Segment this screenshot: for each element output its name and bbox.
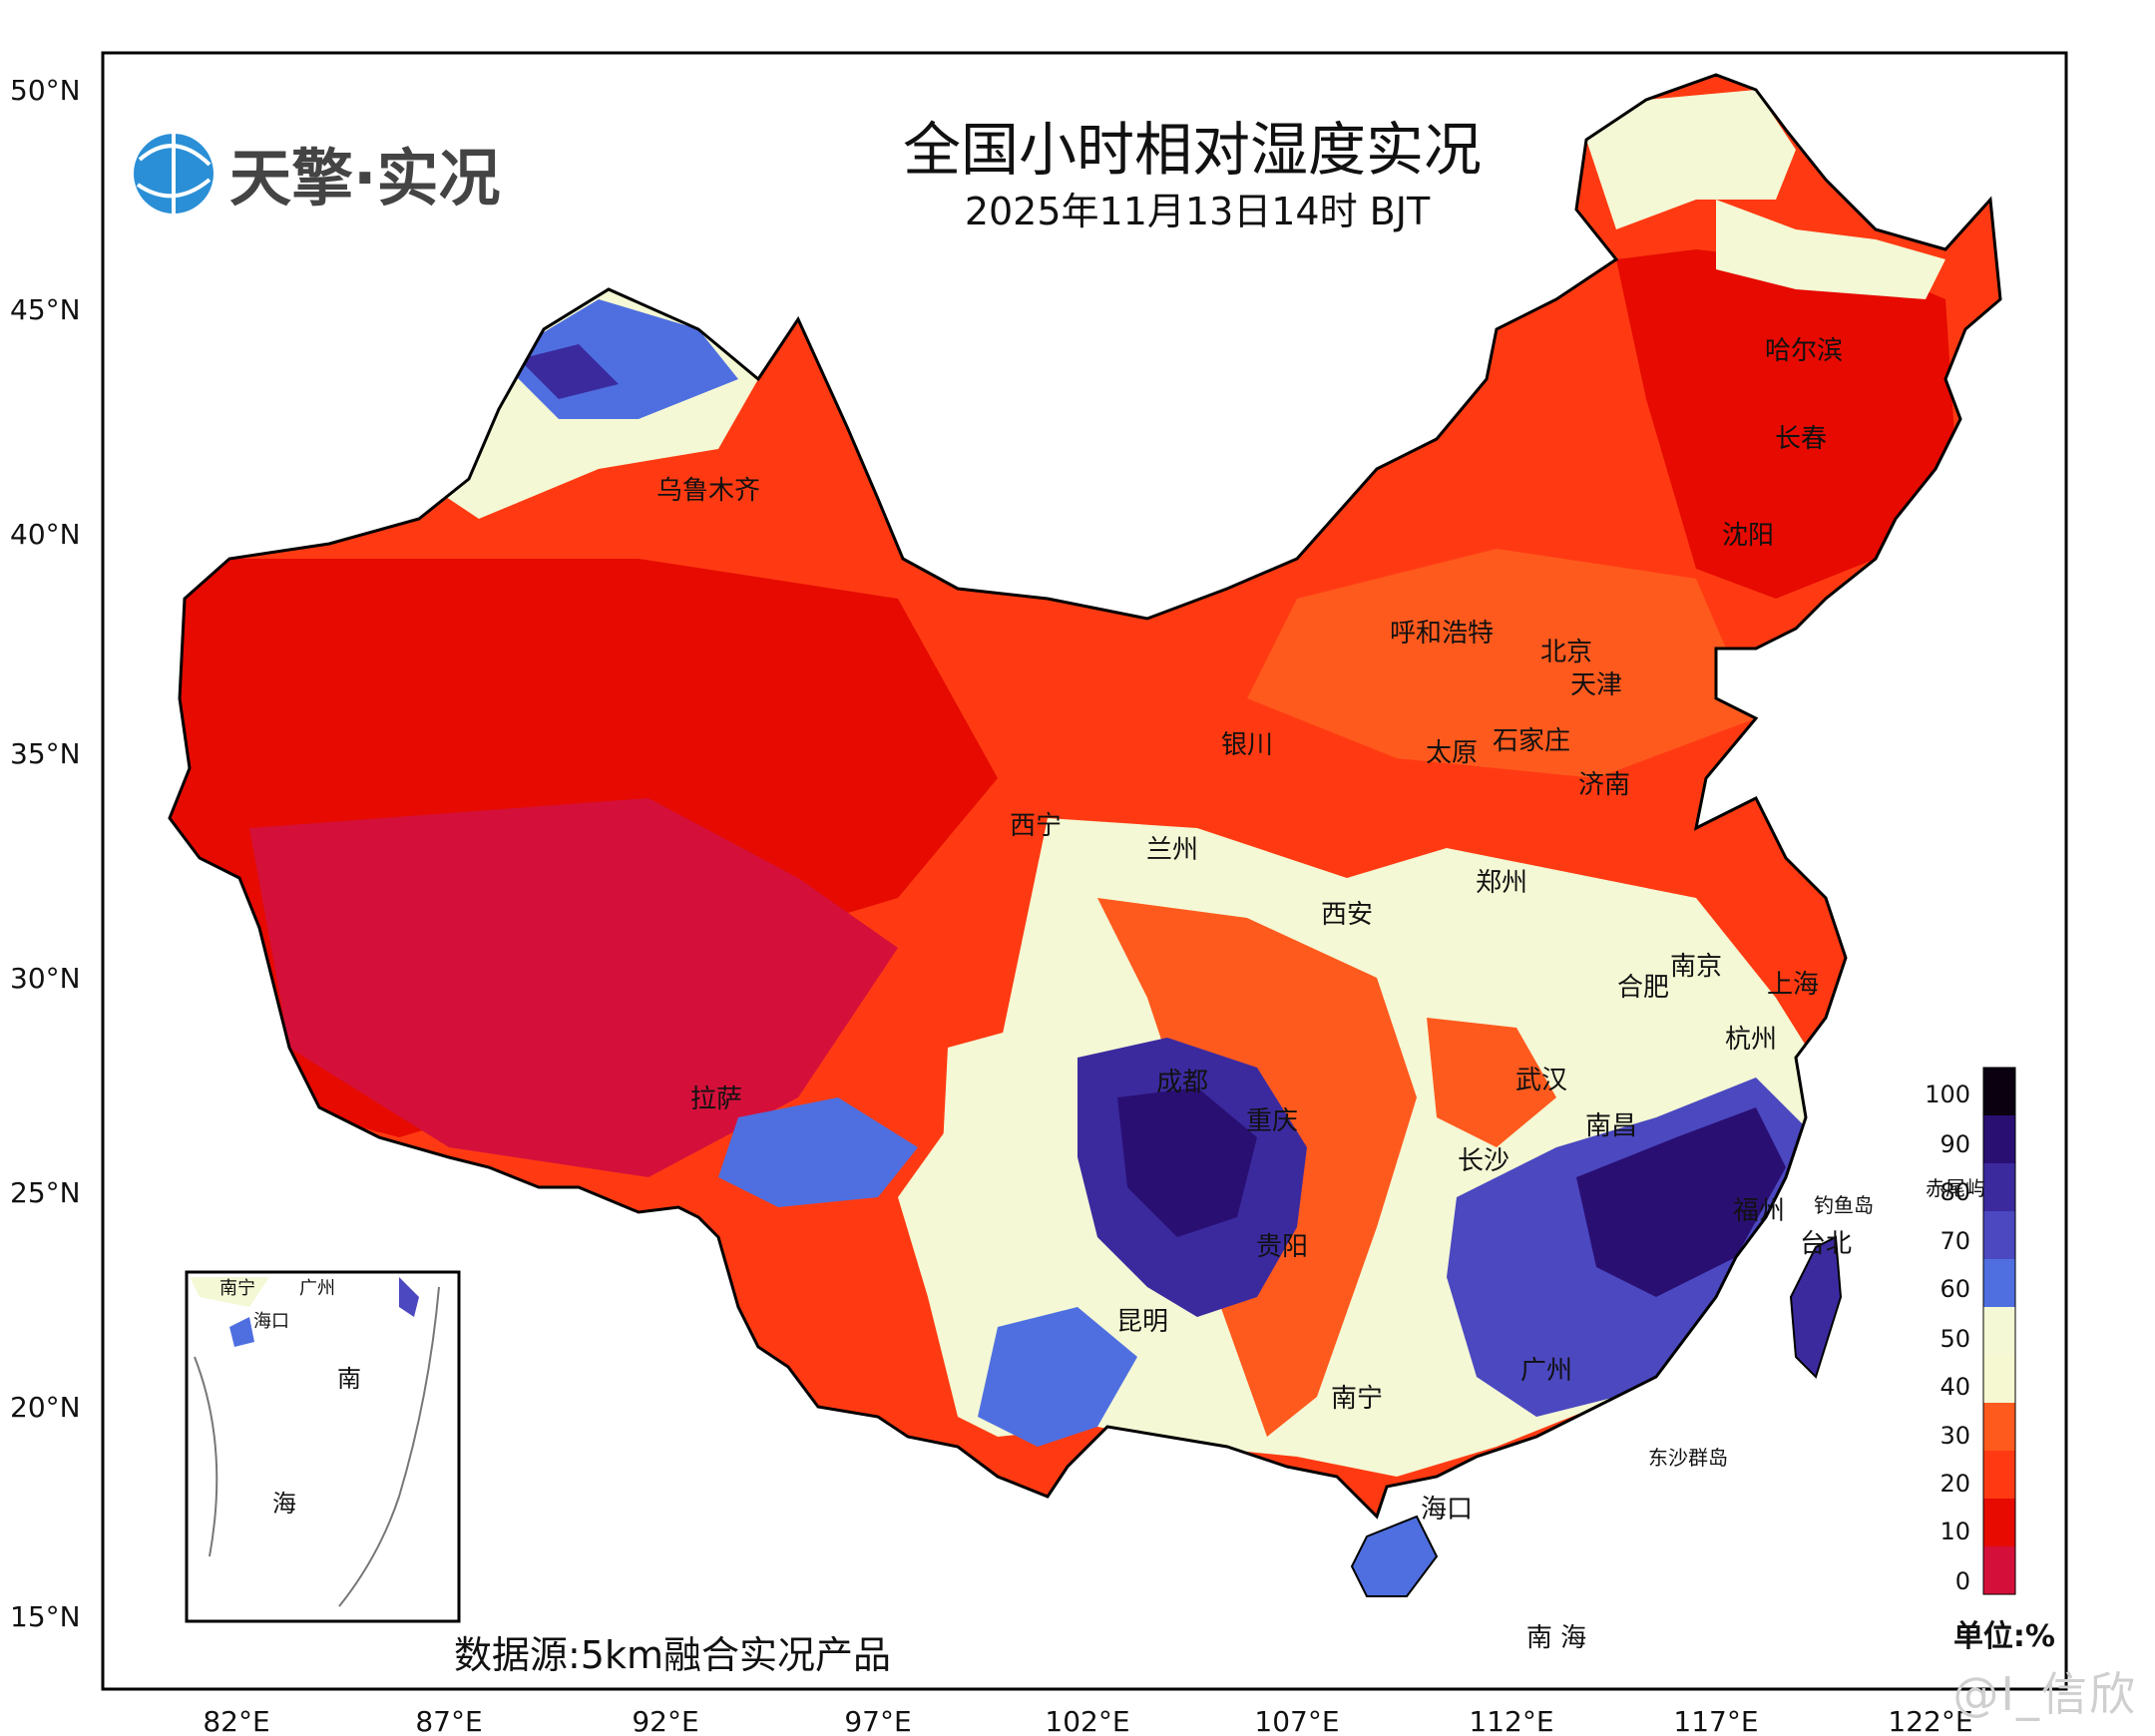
watermark: @Ⅰ_信欣 <box>1952 1667 2137 1721</box>
lon-tick-label: 87°E <box>415 1705 482 1736</box>
legend-tick: 70 <box>1940 1227 1970 1255</box>
legend-tick: 20 <box>1940 1470 1970 1498</box>
legend-band <box>1983 1115 2015 1163</box>
lon-tick-label: 107°E <box>1254 1705 1339 1736</box>
lat-tick-label: 15°N <box>10 1600 81 1633</box>
legend-tick: 100 <box>1925 1081 1970 1108</box>
source-note: 数据源:5km融合实况产品 <box>454 1633 891 1677</box>
legend-band <box>1983 1403 2015 1451</box>
city-label: 银川 <box>1221 730 1273 760</box>
city-label: 石家庄 <box>1493 726 1570 756</box>
city-label: 赤尾屿 <box>1926 1176 1985 1200</box>
south-china-sea-inset <box>185 1270 461 1623</box>
city-label: 昆明 <box>1116 1307 1168 1337</box>
lon-tick-label: 112°E <box>1469 1705 1553 1736</box>
city-label: 济南 <box>1578 770 1630 800</box>
city-label: 武汉 <box>1515 1066 1567 1095</box>
map-title: 全国小时相对湿度实况 <box>903 116 1482 184</box>
inset-label: 广州 <box>299 1278 335 1299</box>
city-label: 呼和浩特 <box>1390 619 1494 649</box>
lat-tick-label: 50°N <box>10 74 81 107</box>
city-label: 合肥 <box>1617 973 1669 1003</box>
city-label: 东沙群岛 <box>1648 1446 1728 1470</box>
city-label: 天津 <box>1570 670 1622 700</box>
city-label: 贵阳 <box>1256 1232 1308 1262</box>
logo: 天擎·实况 <box>134 134 501 215</box>
longitude-axis: 82°E 87°E 92°E 97°E 102°E 107°E 112°E 117°E 122°… <box>203 1705 1972 1736</box>
legend-tick: 10 <box>1940 1518 1970 1545</box>
lat-tick-label: 25°N <box>10 1176 81 1209</box>
inset-label: 海 <box>272 1490 296 1518</box>
lon-tick-label: 102°E <box>1045 1705 1129 1736</box>
lat-tick-label: 35°N <box>10 737 81 770</box>
legend-tick: 90 <box>1940 1130 1970 1158</box>
city-label: 长沙 <box>1458 1146 1509 1176</box>
city-label: 南昌 <box>1585 1111 1637 1141</box>
city-label: 成都 <box>1156 1068 1208 1097</box>
legend-band <box>1983 1211 2015 1259</box>
inset-label: 南 <box>337 1365 361 1393</box>
legend-band <box>1983 1307 2015 1355</box>
city-label: 重庆 <box>1246 1106 1298 1136</box>
lat-tick-label: 45°N <box>10 293 81 326</box>
city-label: 沈阳 <box>1722 521 1774 551</box>
city-label: 长春 <box>1775 424 1827 454</box>
logo-text: 天擎·实况 <box>229 142 501 215</box>
city-label: 杭州 <box>1725 1025 1777 1055</box>
city-label: 乌鲁木齐 <box>656 476 760 506</box>
legend-unit: 单位:% <box>1953 1619 2055 1654</box>
legend-tick: 60 <box>1940 1275 1970 1303</box>
legend-band <box>1983 1259 2015 1307</box>
city-label: 南宁 <box>1331 1384 1383 1414</box>
city-label: 北京 <box>1540 638 1592 667</box>
legend-tick: 40 <box>1940 1373 1970 1401</box>
city-label: 拉萨 <box>690 1085 742 1114</box>
legend-band <box>1983 1451 2015 1499</box>
map-subtitle: 2025年11月13日14时 BJT <box>965 190 1431 233</box>
city-label: 台北 <box>1800 1229 1852 1259</box>
inset-label: 海口 <box>253 1311 289 1332</box>
legend-tick: 30 <box>1940 1422 1970 1450</box>
lat-tick-label: 30°N <box>10 962 81 995</box>
legend-tick: 50 <box>1940 1325 1970 1353</box>
city-label: 南 海 <box>1526 1623 1586 1653</box>
inset-label: 南宁 <box>219 1278 255 1299</box>
hainan-island <box>1350 1515 1439 1597</box>
city-label: 钓鱼岛 <box>1814 1193 1874 1217</box>
city-label: 上海 <box>1767 970 1819 1000</box>
lon-tick-label: 122°E <box>1888 1705 1972 1736</box>
legend-band <box>1983 1068 2015 1115</box>
legend-tick: 0 <box>1955 1567 1970 1595</box>
city-label: 广州 <box>1520 1356 1572 1386</box>
city-label: 福州 <box>1733 1196 1785 1226</box>
city-label: 南京 <box>1670 952 1722 982</box>
city-label: 兰州 <box>1146 835 1198 865</box>
lon-tick-label: 117°E <box>1673 1705 1758 1736</box>
lat-tick-label: 40°N <box>10 518 81 551</box>
city-label: 海口 <box>1421 1495 1473 1524</box>
city-label: 郑州 <box>1476 868 1527 898</box>
legend-band <box>1983 1355 2015 1403</box>
city-label: 西宁 <box>1010 811 1062 841</box>
lon-tick-label: 92°E <box>632 1705 698 1736</box>
lon-tick-label: 97°E <box>844 1705 911 1736</box>
city-label: 西安 <box>1321 900 1373 930</box>
city-label: 哈尔滨 <box>1765 336 1843 366</box>
latitude-axis: 50°N 45°N 40°N 35°N 30°N 25°N 20°N 15°N <box>10 74 81 1633</box>
lon-tick-label: 82°E <box>203 1705 269 1736</box>
city-label: 太原 <box>1426 738 1478 768</box>
legend-band <box>1983 1499 2015 1546</box>
legend-tick: 80 <box>1940 1178 1970 1206</box>
taiwan-island <box>1789 1235 1843 1379</box>
lat-tick-label: 20°N <box>10 1391 81 1424</box>
legend-band <box>1983 1546 2015 1594</box>
legend-band <box>1983 1163 2015 1211</box>
